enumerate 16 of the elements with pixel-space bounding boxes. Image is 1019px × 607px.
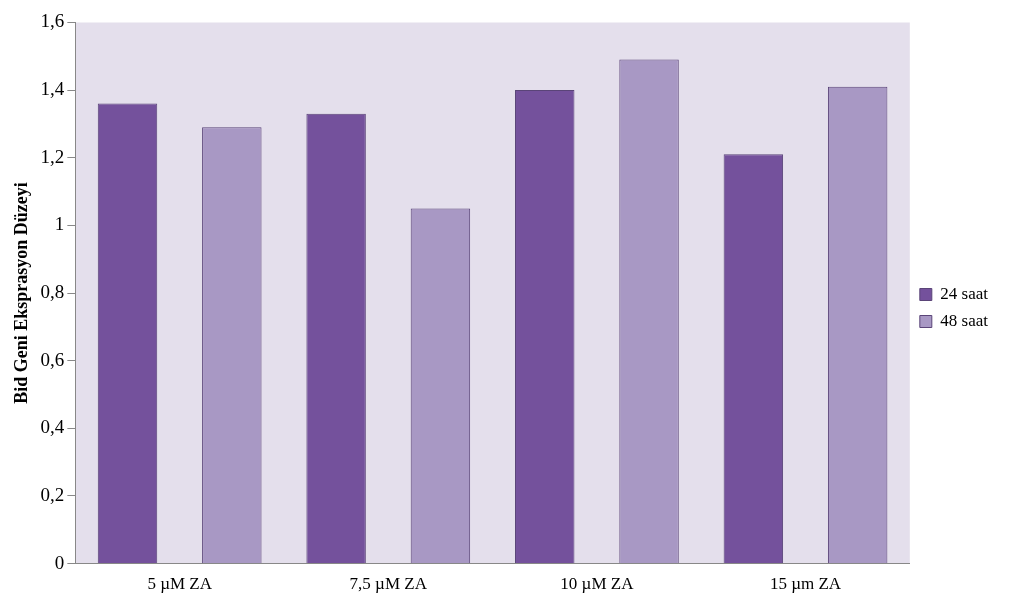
y-axis-title: Bid Geni Eksprasyon Düzeyi (11, 182, 32, 404)
y-tick-label: 1,2 (40, 145, 65, 167)
y-tick-label: 0,4 (40, 416, 65, 438)
y-tick-label: 0,2 (40, 483, 65, 505)
y-tick-label: 1,6 (40, 10, 65, 32)
y-tick-label: 1 (54, 213, 65, 235)
legend-label: 24 saat (940, 283, 989, 303)
x-tick-label: 15 µm ZA (769, 574, 842, 594)
y-tick-label: 1,4 (40, 78, 65, 100)
y-tick-label: 0 (54, 551, 65, 573)
x-tick-label: 5 µM ZA (147, 574, 213, 594)
y-tick-label: 0,6 (40, 348, 65, 370)
x-tick-label: 10 µM ZA (560, 574, 635, 594)
x-tick-label: 7,5 µM ZA (349, 574, 428, 594)
legend-label: 48 saat (940, 310, 989, 330)
y-tick-label: 0,8 (40, 280, 65, 302)
